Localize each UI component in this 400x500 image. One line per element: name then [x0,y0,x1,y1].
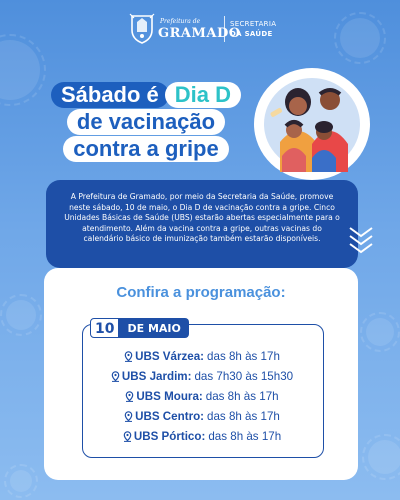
headline-gripe: contra a gripe [63,136,229,162]
virus-icon [362,434,400,480]
ubs-name: UBS Jardim: [121,369,192,383]
ubs-hours: das 7h30 às 15h30 [194,369,294,383]
programme-card: Confira a programação: 10 DE MAIO UBS Vá… [44,268,358,480]
location-pin-icon [124,410,133,422]
virus-icon [4,464,38,498]
header: Prefeitura de GRAMADO SECRETARIA DA SAÚD… [0,10,400,50]
virus-icon [360,312,400,352]
virus-icon [334,12,386,64]
secretaria-line1: SECRETARIA [230,20,277,28]
list-item: UBS Jardim: das 7h30 às 15h30 [82,366,322,386]
headline-vacinacao: de vacinação [66,109,226,135]
ubs-hours: das 8h às 17h [208,429,282,443]
ubs-name: UBS Moura: [136,389,203,403]
programme-title: Confira a programação: [116,284,286,301]
headline-line3: contra a gripe [36,136,256,162]
ubs-name: UBS Centro: [135,409,205,423]
ubs-hours: das 8h às 17h [207,409,280,423]
headline: Sábado é Dia D de vacinação contra a grip… [36,82,256,164]
schedule-box [82,324,324,458]
location-pin-icon [111,370,120,382]
virus-icon [0,294,42,336]
location-pin-icon [123,430,132,442]
date-tag: 10 DE MAIO [90,318,189,338]
ubs-name: UBS Várzea: [135,349,205,363]
date-day: 10 [90,318,120,338]
gramado-logo: Prefeitura de GRAMADO [128,12,240,48]
headline-dia-d: Dia D [164,82,242,108]
list-item: UBS Várzea: das 8h às 17h [82,346,322,366]
list-item: UBS Pórtico: das 8h às 17h [82,426,322,446]
family-illustration [248,64,378,184]
info-card: A Prefeitura de Gramado, por meio da Sec… [46,180,358,268]
date-month: DE MAIO [119,318,189,338]
gramado-crest-icon [129,13,155,44]
ubs-hours: das 8h às 17h [205,389,279,403]
city-name: GRAMADO [158,26,241,41]
location-pin-icon [126,390,134,402]
city-prefix: Prefeitura de [160,18,201,25]
ubs-name: UBS Pórtico: [133,429,206,443]
family-figures [270,88,348,172]
list-item: UBS Centro: das 8h às 17h [82,406,322,426]
chevron-down-icon [349,227,373,254]
ubs-list: UBS Várzea: das 8h às 17h UBS Jardim: da… [82,346,322,446]
location-pin-icon [124,350,133,362]
info-text: A Prefeitura de Gramado, por meio da Sec… [64,192,340,244]
secretaria-label: SECRETARIA DA SAÚDE [230,19,276,39]
secretaria-line2: DA SAÚDE [230,30,273,38]
list-item: UBS Moura: das 8h às 17h [82,386,322,406]
header-divider [224,16,225,42]
ubs-hours: das 8h às 17h [207,349,280,363]
headline-sabado: Sábado é [50,82,169,108]
headline-line1: Sábado é Dia D [36,82,256,108]
headline-line2: de vacinação [36,109,256,135]
